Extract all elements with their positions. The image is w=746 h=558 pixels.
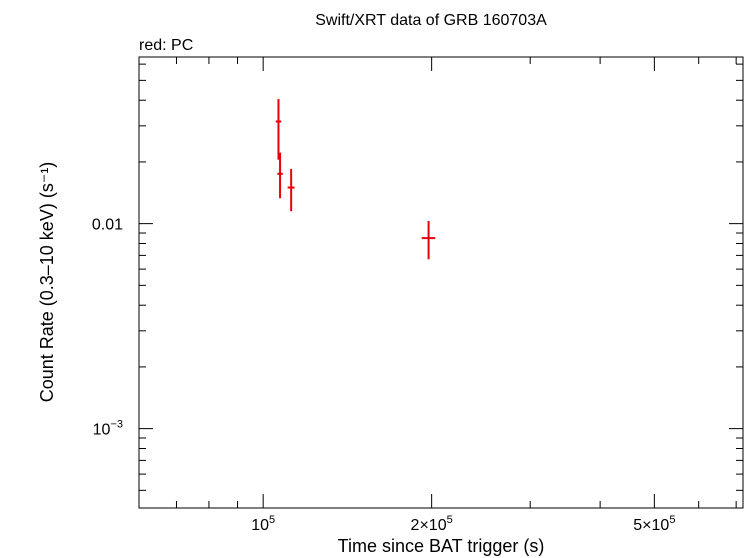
data-point: [287, 168, 295, 212]
plot-frame: [138, 56, 744, 509]
x-axis-label: Time since BAT trigger (s): [338, 536, 545, 556]
data-point: [275, 99, 282, 160]
y-tick-label: 0.01: [92, 217, 123, 234]
x-tick-label: 105: [251, 514, 275, 534]
data-point: [277, 152, 283, 199]
chart-title: Swift/XRT data of GRB 160703A: [315, 12, 547, 29]
x-tick-label: 2×105: [411, 514, 453, 534]
y-tick-label: 10−3: [93, 419, 123, 439]
x-axis-ticks: 105 2×105 5×105: [251, 514, 675, 534]
data-points: [275, 99, 436, 260]
y-axis-ticks: 0.01 10−3: [92, 217, 123, 439]
chart-subtitle: red: PC: [139, 37, 193, 54]
y-axis-label: Count Rate (0.3–10 keV) (s⁻¹): [37, 162, 57, 403]
x-tick-label: 5×105: [633, 514, 675, 534]
minor-ticks: [138, 57, 743, 508]
data-point: [421, 221, 436, 260]
